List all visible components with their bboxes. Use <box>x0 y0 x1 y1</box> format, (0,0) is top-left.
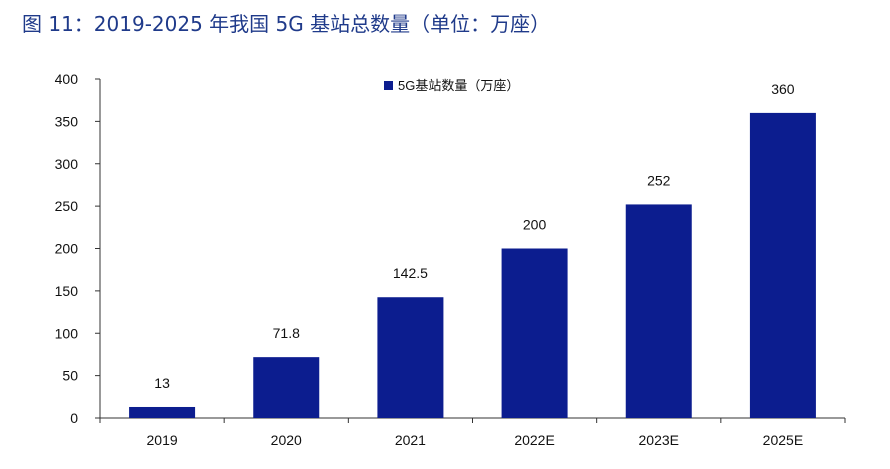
y-tick-label: 100 <box>55 325 79 341</box>
category-label-2025E: 2025E <box>763 432 803 448</box>
bar-2023E <box>625 204 692 418</box>
data-label-2019: 13 <box>154 375 170 391</box>
y-tick-label: 200 <box>55 241 79 257</box>
category-label-2019: 2019 <box>147 432 178 448</box>
category-label-2022E: 2022E <box>514 432 554 448</box>
data-label-2025E: 360 <box>771 81 795 97</box>
chart-data-labels: 13 71.8 142.5 200 252 360 <box>154 81 795 391</box>
bar-2022E <box>501 248 568 418</box>
bar-2025E <box>749 112 816 419</box>
category-label-2020: 2020 <box>271 432 302 448</box>
data-label-2021: 142.5 <box>393 265 428 281</box>
bar-2020 <box>253 357 320 418</box>
category-label-2023E: 2023E <box>639 432 679 448</box>
figure-title: 图 11：2019-2025 年我国 5G 基站总数量（单位：万座） <box>22 12 551 36</box>
chart-legend: 5G基站数量（万座） <box>384 78 519 93</box>
data-label-2023E: 252 <box>647 172 671 188</box>
y-tick-label: 400 <box>55 71 79 87</box>
legend-swatch <box>384 81 393 90</box>
data-label-2022E: 200 <box>523 217 547 233</box>
chart-axes: 0 50 100 150 200 250 300 350 400 2019 2020 2021 2022… <box>55 71 846 448</box>
y-tick-label: 250 <box>55 198 79 214</box>
category-label-2021: 2021 <box>395 432 426 448</box>
y-tick-label: 50 <box>62 368 78 384</box>
bar-2021 <box>377 297 444 418</box>
legend-label: 5G基站数量（万座） <box>398 78 519 93</box>
y-tick-label: 150 <box>55 283 79 299</box>
chart-bars <box>129 112 816 419</box>
y-tick-label: 300 <box>55 156 79 172</box>
y-tick-label: 350 <box>55 113 79 129</box>
data-label-2020: 71.8 <box>273 325 300 341</box>
y-tick-label: 0 <box>70 410 78 426</box>
bar-2019 <box>129 406 196 418</box>
